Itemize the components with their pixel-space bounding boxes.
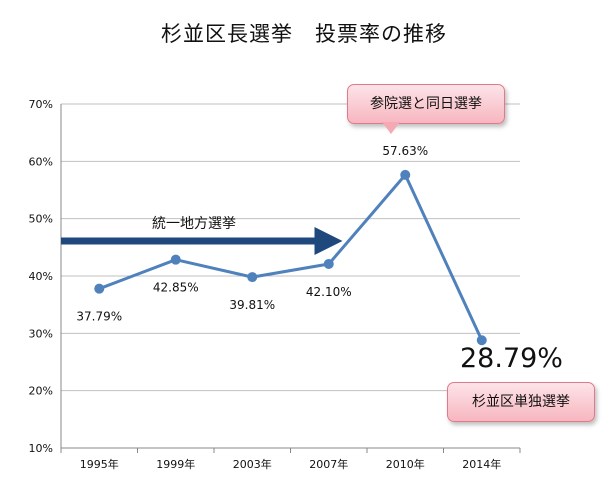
y-tick-label: 50% [29, 213, 53, 226]
y-tick-label: 20% [29, 385, 53, 398]
data-point [170, 254, 181, 265]
data-label: 57.63% [382, 144, 428, 158]
standalone-election-callout: 杉並区単独選挙 [447, 382, 595, 422]
x-tick-label: 2003年 [233, 457, 272, 471]
data-label: 39.81% [229, 298, 275, 312]
y-tick-label: 10% [29, 442, 53, 455]
same-day-election-callout: 参院選と同日選挙 [347, 84, 505, 124]
x-tick-label: 2007年 [309, 457, 348, 471]
y-tick-label: 60% [29, 155, 53, 168]
y-tick-label: 70% [29, 98, 53, 111]
y-tick-label: 30% [29, 327, 53, 340]
x-tick-label: 2010年 [386, 457, 425, 471]
data-label: 37.79% [76, 310, 122, 324]
data-point [247, 272, 258, 283]
x-tick-label: 2014年 [462, 457, 501, 471]
data-point [400, 169, 411, 180]
y-tick-label: 40% [29, 270, 53, 283]
data-point [476, 335, 487, 346]
data-point [94, 283, 105, 294]
data-label: 42.85% [153, 281, 199, 295]
callout-pointer [382, 122, 400, 134]
x-tick-label: 1995年 [80, 457, 119, 471]
chart-title: 杉並区長選挙 投票率の推移 [161, 22, 447, 46]
turnout-line [98, 173, 484, 341]
unified-election-label: 統一地方選挙 [152, 216, 236, 232]
x-tick-label: 1999年 [156, 457, 195, 471]
latest-turnout-value: 28.79% [460, 343, 563, 374]
data-label: 42.10% [306, 285, 352, 299]
data-point [323, 258, 334, 269]
